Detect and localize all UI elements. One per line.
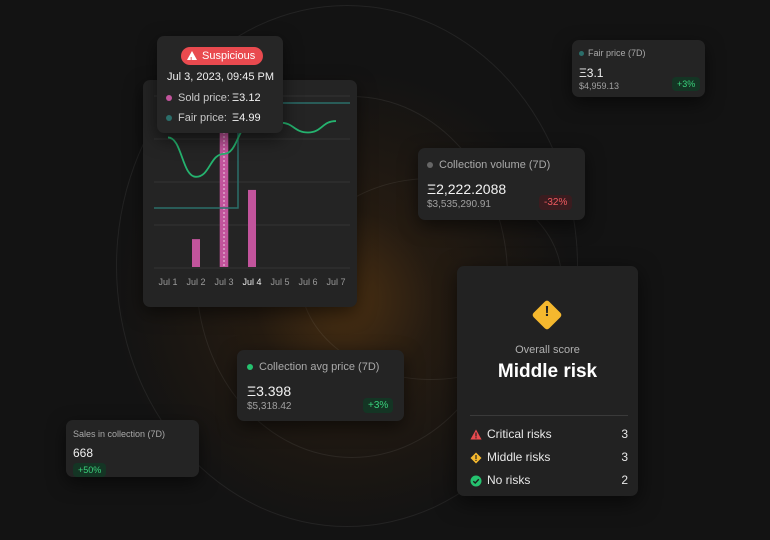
bar-jul-2[interactable] (192, 239, 200, 267)
volume-value: Ξ2,222.2088 (427, 181, 507, 197)
sold-dot-icon (166, 95, 172, 102)
collection-volume-card: Collection volume (7D) Ξ2,222.2088 $3,53… (418, 148, 585, 220)
red-triangle-alert-icon (470, 429, 482, 440)
tooltip-fair-row: Fair price: Ξ4.99 (166, 112, 261, 124)
x-tick-label: Jul 5 (270, 277, 289, 287)
avg-price-value: Ξ3.398 (247, 383, 292, 399)
fair-dot-icon (579, 51, 584, 57)
x-tick-label: Jul 7 (326, 277, 345, 287)
volume-label: Collection volume (7D) (427, 159, 550, 171)
volume-dot-icon (427, 162, 433, 169)
fair-price-label: Fair price (7D) (579, 48, 646, 58)
sold-value: Ξ3.12 (232, 92, 261, 104)
overall-score-value: Middle risk (497, 361, 598, 382)
avg-price-change-badge: +3% (363, 398, 394, 413)
avg-price-usd: $5,318.42 (247, 401, 292, 412)
overall-score-label: Overall score (515, 344, 580, 356)
fair-value: Ξ4.99 (232, 112, 261, 124)
fair-price-usd: $4,959.13 (579, 81, 620, 91)
x-tick-label: Jul 1 (158, 277, 177, 287)
bar-jul-4[interactable] (248, 189, 256, 267)
sales-change-badge: +50% (73, 463, 107, 477)
fair-price-change-badge: +3% (672, 77, 701, 91)
x-tick-label: Jul 6 (298, 277, 317, 287)
volume-change-badge: -32% (539, 195, 573, 210)
volume-usd: $3,535,290.91 (427, 199, 491, 210)
yellow-diamond-alert-icon (470, 452, 482, 464)
x-tick-label: Jul 2 (186, 277, 205, 287)
risk-count: 3 (621, 450, 628, 464)
tooltip-sold-row: Sold price: Ξ3.12 (166, 92, 261, 104)
x-tick-label: Jul 3 (214, 277, 233, 287)
avg-dot-icon (247, 364, 253, 371)
sales-in-collection-card: Sales in collection (7D) 668 +50% (66, 420, 199, 477)
risk-count: 3 (621, 427, 628, 441)
fair-price-card: Fair price (7D) Ξ3.1 $4,959.13 +3% (572, 40, 705, 97)
risk-row-middle: Middle risks 3 (470, 450, 628, 464)
divider (470, 415, 628, 416)
green-check-icon (470, 475, 482, 487)
risk-count: 2 (621, 473, 628, 487)
alert-triangle-icon (187, 51, 197, 70)
sales-value: 668 (73, 446, 94, 460)
fair-price-value: Ξ3.1 (579, 66, 604, 80)
tooltip-date: Jul 3, 2023, 09:45 PM (167, 71, 275, 83)
x-tick-label: Jul 4 (242, 277, 261, 287)
sales-label: Sales in collection (7D) (73, 429, 166, 439)
suspicious-badge: Suspicious (181, 47, 264, 70)
chart-tooltip: Suspicious Jul 3, 2023, 09:45 PM Sold pr… (157, 36, 283, 133)
avg-price-label: Collection avg price (7D) (247, 361, 379, 373)
risk-row-none: No risks 2 (470, 473, 628, 487)
collection-avg-price-card: Collection avg price (7D) Ξ3.398 $5,318.… (237, 350, 404, 421)
risk-row-critical: Critical risks 3 (470, 427, 628, 441)
fair-dot-icon (166, 115, 172, 122)
risk-score-card: ! Overall score Middle risk Critical ris… (457, 266, 638, 496)
